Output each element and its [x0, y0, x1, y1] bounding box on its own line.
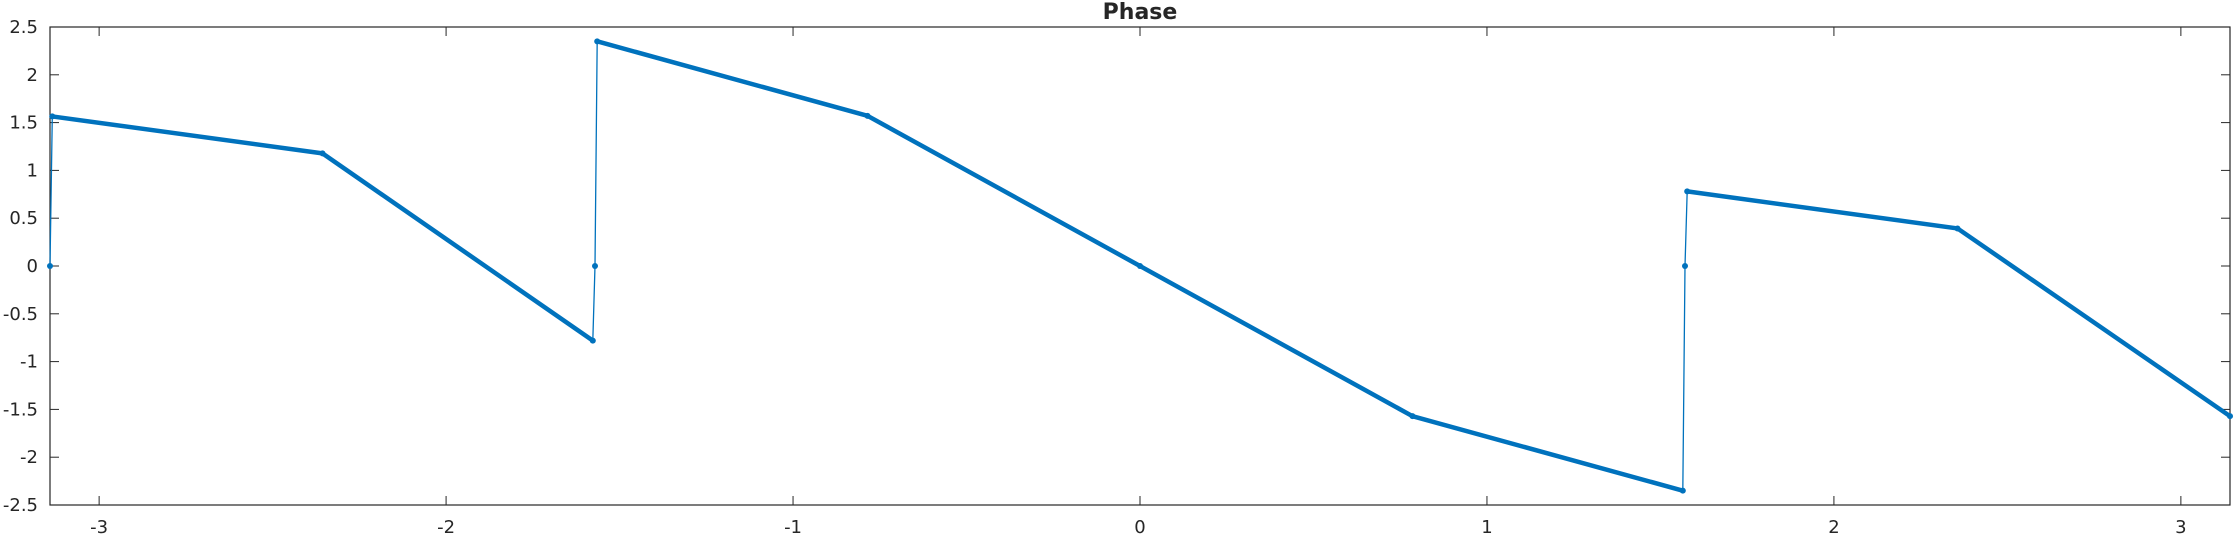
- series-segment: [1955, 226, 2233, 419]
- data-point: [591, 263, 598, 269]
- x-tick-label: -2: [437, 517, 455, 538]
- x-tick-label: 2: [1828, 517, 1839, 538]
- data-point: [594, 38, 601, 45]
- series-segment: [320, 151, 596, 343]
- y-tick-label: 2.5: [9, 17, 38, 38]
- data-point: [589, 337, 596, 344]
- axes: -3 -2 -1 0 1 2 3 -2.5 -2 -1.5 -1 -0.5 0 0.5 1 1.5 2 2.5: [3, 17, 2231, 538]
- series-segment: [1137, 263, 1415, 419]
- y-tick-label: 0: [27, 256, 38, 277]
- x-tick-label: 0: [1134, 517, 1145, 538]
- data-point: [319, 150, 326, 157]
- series-segment: [865, 113, 1143, 269]
- y-tick-label: 2: [27, 65, 38, 86]
- data-point: [1682, 263, 1689, 269]
- y-tick-label: -0.5: [3, 304, 38, 325]
- data-point: [1684, 188, 1691, 195]
- x-tick-label: 3: [2175, 517, 2186, 538]
- y-tick-label: 1.5: [9, 113, 38, 134]
- y-tick-label: -2: [20, 447, 38, 468]
- x-tick-label: 1: [1481, 517, 1492, 538]
- data-point: [46, 263, 53, 269]
- y-tick-label: 0.5: [9, 208, 38, 229]
- series-segment: [50, 114, 325, 156]
- data-point: [1954, 225, 1961, 232]
- y-tick-label: -2.5: [3, 495, 38, 516]
- data-point: [49, 113, 56, 120]
- series-segment: [594, 39, 870, 119]
- y-tick-label: -1.5: [3, 399, 38, 420]
- data-point: [1409, 413, 1416, 420]
- x-tick-label: -3: [90, 517, 108, 538]
- x-tick-label: -1: [784, 517, 802, 538]
- data-point: [1137, 263, 1143, 269]
- data-point: [1679, 487, 1686, 494]
- data-point: [2227, 413, 2234, 420]
- y-tick-label: 1: [27, 160, 38, 181]
- y-tick-label: -1: [20, 352, 38, 373]
- chart-title: Phase: [1103, 0, 1178, 25]
- series-layer: [46, 38, 2234, 494]
- series-segment: [1684, 189, 1960, 231]
- data-point: [864, 112, 871, 119]
- series-segment: [1410, 413, 1686, 493]
